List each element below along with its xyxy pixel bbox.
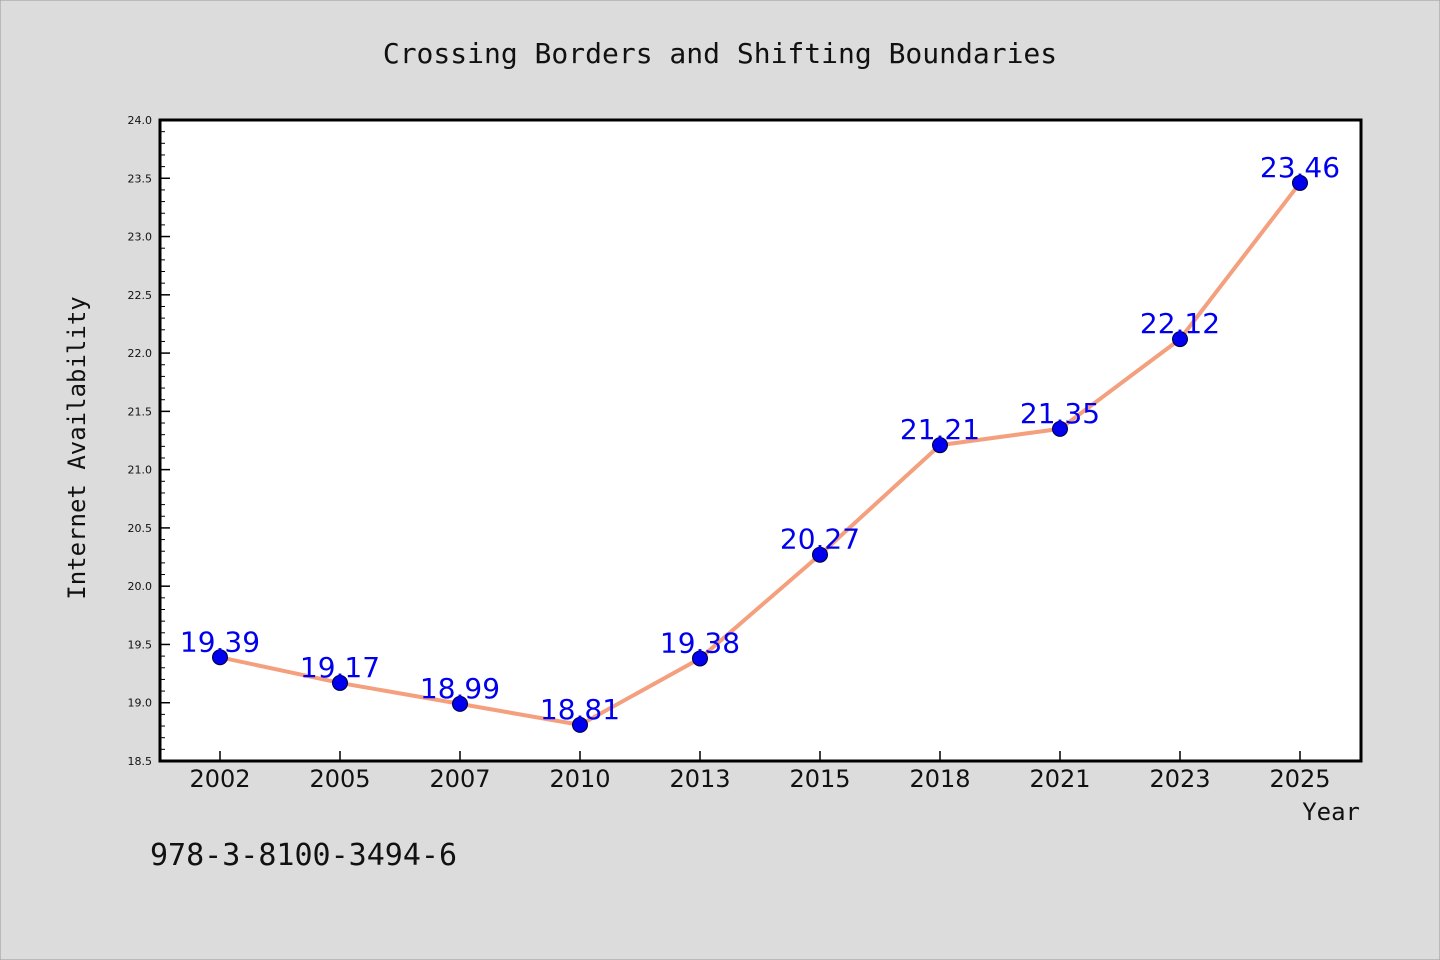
data-label: 21.21 xyxy=(900,413,980,446)
data-point xyxy=(1052,420,1068,437)
y-tick-label: 22.5 xyxy=(128,289,153,302)
chart-title: Crossing Borders and Shifting Boundaries xyxy=(383,37,1057,70)
series-line xyxy=(219,181,1302,727)
plot-area xyxy=(158,118,1363,763)
x-tick-label: 2025 xyxy=(1269,765,1330,793)
isbn-text: 978-3-8100-3494-6 xyxy=(150,838,457,873)
data-point xyxy=(932,437,948,454)
data-labels: 19.39 19.17 18.99 18.81 19.38 20.27 21.21 21.35… xyxy=(180,151,1340,726)
x-tick-label: 2023 xyxy=(1149,765,1210,793)
data-point xyxy=(332,674,348,691)
data-label: 23.46 xyxy=(1260,151,1340,184)
y-tick-label: 18.5 xyxy=(128,755,153,768)
data-label: 21.35 xyxy=(1020,397,1100,430)
data-label: 18.99 xyxy=(420,672,500,705)
y-tick-label: 24.0 xyxy=(128,114,153,127)
data-point xyxy=(692,650,708,667)
x-tick-label: 2013 xyxy=(669,765,730,793)
y-tick-label: 20.0 xyxy=(128,580,153,593)
y-tick-label: 19.0 xyxy=(128,697,153,710)
data-point xyxy=(572,716,588,733)
data-label: 18.81 xyxy=(540,693,620,726)
y-tick-label: 21.5 xyxy=(128,405,153,418)
data-point xyxy=(212,649,228,666)
data-label: 22.12 xyxy=(1140,307,1220,340)
y-axis-label: Internet Availability xyxy=(63,296,91,599)
x-tick-label: 2021 xyxy=(1029,765,1090,793)
y-tick-label: 22.0 xyxy=(128,347,153,360)
data-label: 20.27 xyxy=(780,523,860,556)
data-label: 19.39 xyxy=(180,625,260,658)
y-tick-label: 23.5 xyxy=(128,172,153,185)
x-tick-label: 2015 xyxy=(789,765,850,793)
x-tick-label: 2018 xyxy=(909,765,970,793)
x-tick-label: 2002 xyxy=(189,765,250,793)
y-axis: 18.5 19.0 19.5 20.0 20.5 21.0 21.5 22.0 22.5 23.0… xyxy=(128,114,170,768)
data-label: 19.17 xyxy=(300,651,380,684)
data-markers xyxy=(212,174,1308,733)
x-tick-label: 2007 xyxy=(429,765,490,793)
y-tick-label: 21.0 xyxy=(128,464,153,477)
x-tick-label: 2010 xyxy=(549,765,610,793)
data-point xyxy=(1172,331,1188,348)
data-label: 19.38 xyxy=(660,626,740,659)
y-tick-label: 19.5 xyxy=(128,638,153,651)
data-point xyxy=(1292,174,1308,191)
x-axis: 2002 2005 2007 2010 2013 2015 2018 2021 2023 2025 xyxy=(189,751,1331,793)
y-tick-label: 23.0 xyxy=(128,231,153,244)
x-tick-label: 2005 xyxy=(309,765,370,793)
x-axis-label: Year xyxy=(1302,798,1360,826)
y-tick-label: 20.5 xyxy=(128,522,153,535)
data-point xyxy=(812,546,828,563)
data-point xyxy=(452,695,468,712)
